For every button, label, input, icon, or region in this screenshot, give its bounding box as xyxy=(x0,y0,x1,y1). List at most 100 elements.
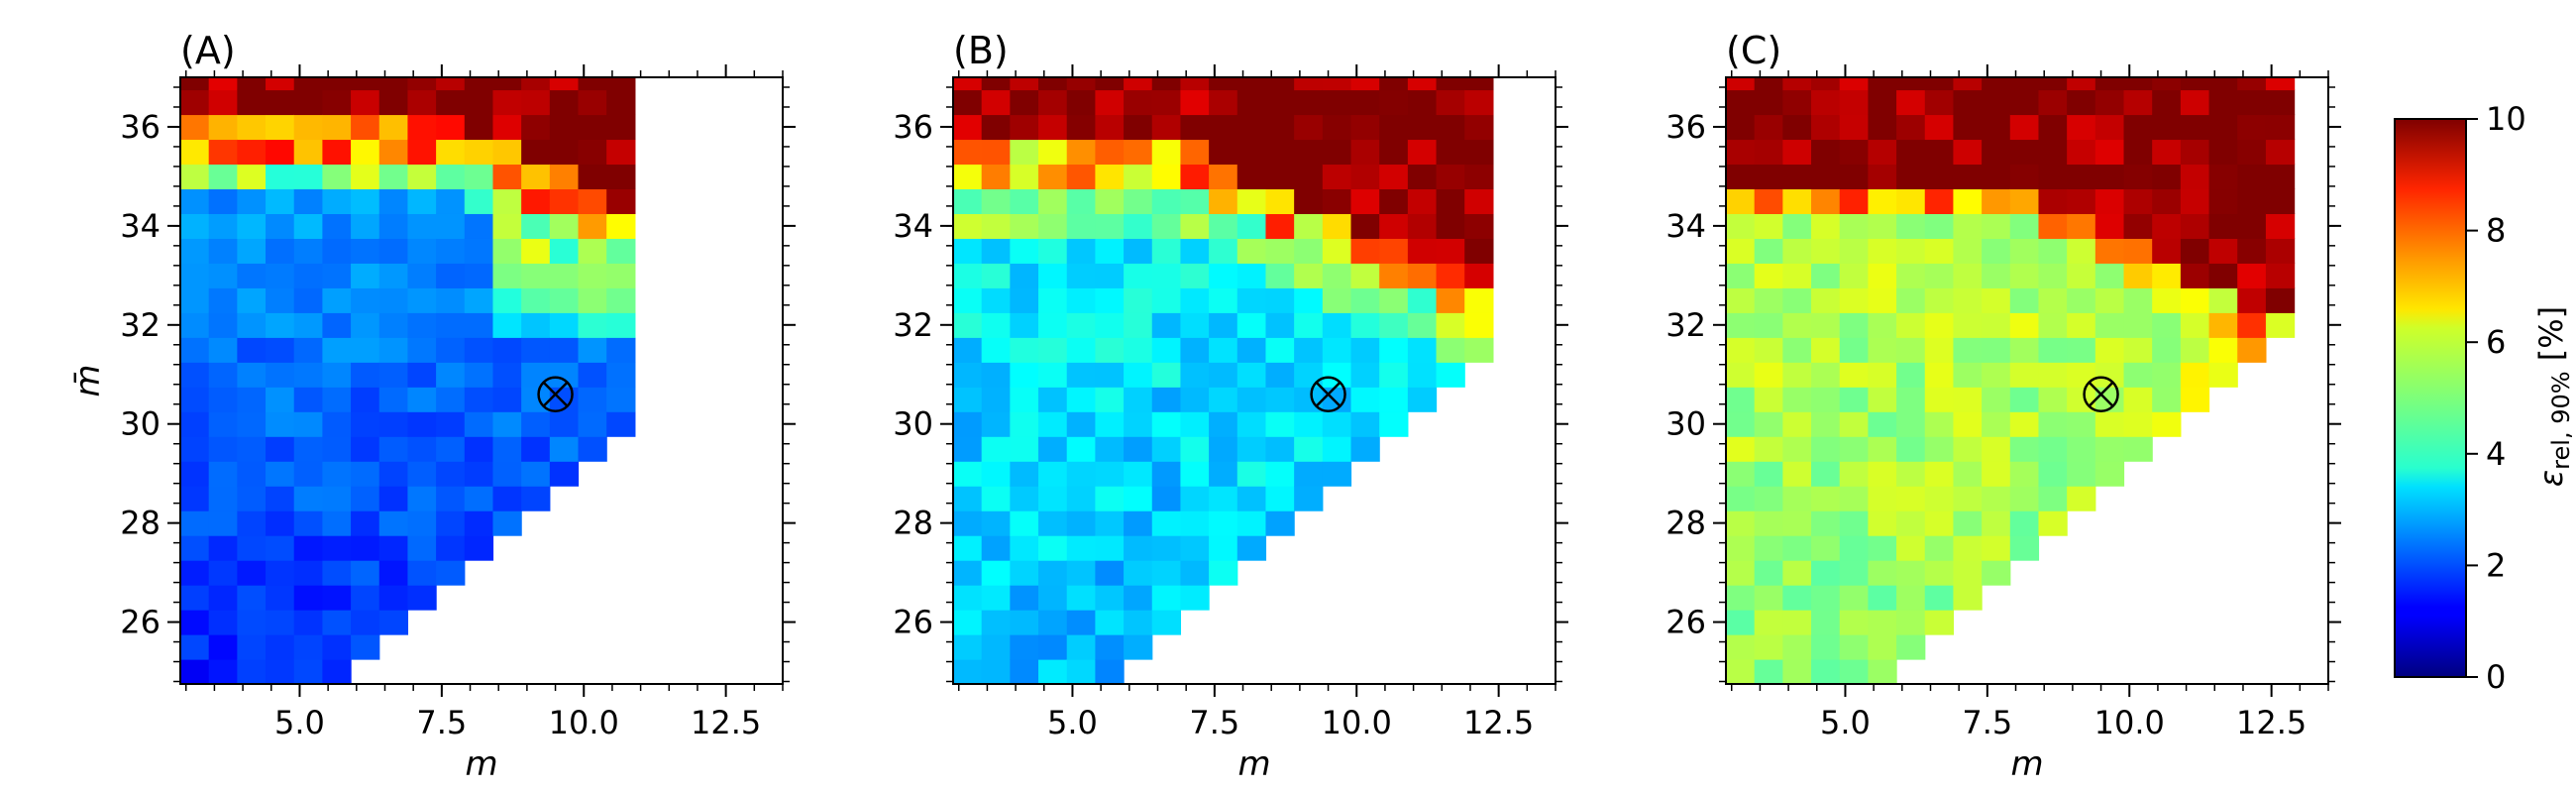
heatmap-cell xyxy=(2038,461,2068,487)
heatmap-cell xyxy=(2038,337,2068,363)
heatmap-cell xyxy=(1265,188,1295,214)
reference-marker-circled-x xyxy=(1310,376,1346,412)
heatmap-cell xyxy=(180,77,210,91)
heatmap-cell xyxy=(578,164,607,190)
heatmap-cell xyxy=(2067,337,2096,363)
heatmap-cell xyxy=(2009,461,2040,487)
heatmap-cell xyxy=(1924,411,1955,437)
heatmap-cell xyxy=(492,164,522,190)
heatmap-cell xyxy=(1839,461,1869,487)
heatmap-cell xyxy=(1782,610,1812,635)
heatmap-cell xyxy=(322,585,352,611)
heatmap-cell xyxy=(492,436,522,462)
heatmap-cell xyxy=(492,510,522,536)
heatmap-cell xyxy=(1436,114,1465,141)
heatmap-cell xyxy=(2038,287,2068,313)
heatmap-cell xyxy=(1180,188,1210,214)
heatmap-cell xyxy=(1868,77,1897,91)
heatmap-cell xyxy=(1896,238,1926,264)
heatmap-cell xyxy=(492,486,522,511)
heatmap-cell xyxy=(237,89,267,116)
heatmap-cell xyxy=(1066,436,1096,462)
heatmap-cell xyxy=(1180,263,1210,288)
heatmap-cell xyxy=(1953,486,1983,511)
heatmap-cell xyxy=(1350,387,1380,412)
heatmap-cell xyxy=(492,89,522,116)
heatmap-cell xyxy=(2094,164,2125,190)
heatmap-cell xyxy=(2094,461,2125,487)
heatmap-cell xyxy=(436,188,466,214)
heatmap-cell xyxy=(1379,213,1409,239)
heatmap-cell xyxy=(1726,287,1756,313)
heatmap-cell xyxy=(293,238,323,264)
heatmap-cell xyxy=(464,337,494,363)
heatmap-cell xyxy=(293,634,323,660)
heatmap-cell xyxy=(1066,510,1096,536)
x-tick-labels: 5.0 7.5 10.0 12.5 xyxy=(1047,704,1534,741)
heatmap-cell xyxy=(237,139,267,166)
heatmap-cell xyxy=(2094,411,2125,437)
x-tick-label: 10.0 xyxy=(1322,704,1392,741)
heatmap-cell xyxy=(2038,510,2068,536)
heatmap-cell xyxy=(351,238,380,264)
heatmap-cell xyxy=(1038,659,1068,685)
heatmap-cell xyxy=(1868,634,1897,660)
heatmap-cell xyxy=(1754,77,1783,91)
heatmap-cell xyxy=(1151,387,1182,412)
heatmap-cell xyxy=(1754,139,1783,166)
heatmap-cell xyxy=(1436,287,1465,313)
heatmap-cell xyxy=(1236,114,1267,141)
heatmap-cell xyxy=(981,312,1011,338)
heatmap-cell xyxy=(2152,287,2182,313)
heatmap-cell xyxy=(180,411,210,437)
heatmap-cell xyxy=(1726,188,1756,214)
heatmap-cell xyxy=(1151,362,1182,388)
heatmap-cell xyxy=(1407,89,1438,116)
heatmap-cell xyxy=(1209,411,1238,437)
heatmap-cell xyxy=(1038,535,1068,561)
heatmap-cell xyxy=(492,114,522,141)
heatmap-cell xyxy=(1066,287,1096,313)
heatmap-cell xyxy=(1754,585,1783,611)
heatmap-cell xyxy=(1294,287,1324,313)
heatmap-cell xyxy=(981,77,1011,91)
heatmap-cell xyxy=(1868,510,1897,536)
heatmap-cell xyxy=(1236,164,1267,190)
heatmap-cell xyxy=(2038,114,2068,141)
heatmap-cell xyxy=(549,238,580,264)
heatmap-cell xyxy=(1868,387,1897,412)
heatmap-cell xyxy=(2237,287,2267,313)
heatmap-cell xyxy=(1726,461,1756,487)
heatmap-cell xyxy=(1839,337,1869,363)
heatmap-cell xyxy=(464,139,494,166)
heatmap-cell xyxy=(1151,535,1182,561)
heatmap-cell xyxy=(1782,164,1812,190)
heatmap-cell xyxy=(1236,238,1267,264)
heatmap-cell xyxy=(436,312,466,338)
y-tick-label: 34 xyxy=(120,207,161,245)
heatmap-cell xyxy=(1953,287,1983,313)
heatmap-cell xyxy=(1209,263,1238,288)
heatmap-cell xyxy=(2152,238,2182,264)
heatmap-cell xyxy=(293,387,323,412)
heatmap-cell xyxy=(1953,77,1983,91)
heatmap-cell xyxy=(1151,436,1182,462)
heatmap-cell xyxy=(2067,411,2096,437)
heatmap-cell xyxy=(1095,337,1125,363)
heatmap-cell xyxy=(1095,560,1125,586)
heatmap-cell xyxy=(1236,312,1267,338)
heatmap-cell xyxy=(1124,238,1153,264)
heatmap-cell xyxy=(1953,411,1983,437)
heatmap-cell xyxy=(1839,436,1869,462)
heatmap-cell xyxy=(1209,77,1238,91)
heatmap-cell xyxy=(1924,585,1955,611)
heatmap-cell xyxy=(1010,89,1039,116)
heatmap-cell xyxy=(2180,238,2210,264)
heatmap-cell xyxy=(2237,238,2267,264)
y-tick-label: 28 xyxy=(120,505,161,542)
heatmap-cell xyxy=(266,510,295,536)
heatmap-cell xyxy=(1095,436,1125,462)
heatmap-cell xyxy=(1265,89,1295,116)
heatmap-cell xyxy=(2237,139,2267,166)
heatmap-cell xyxy=(237,263,267,288)
